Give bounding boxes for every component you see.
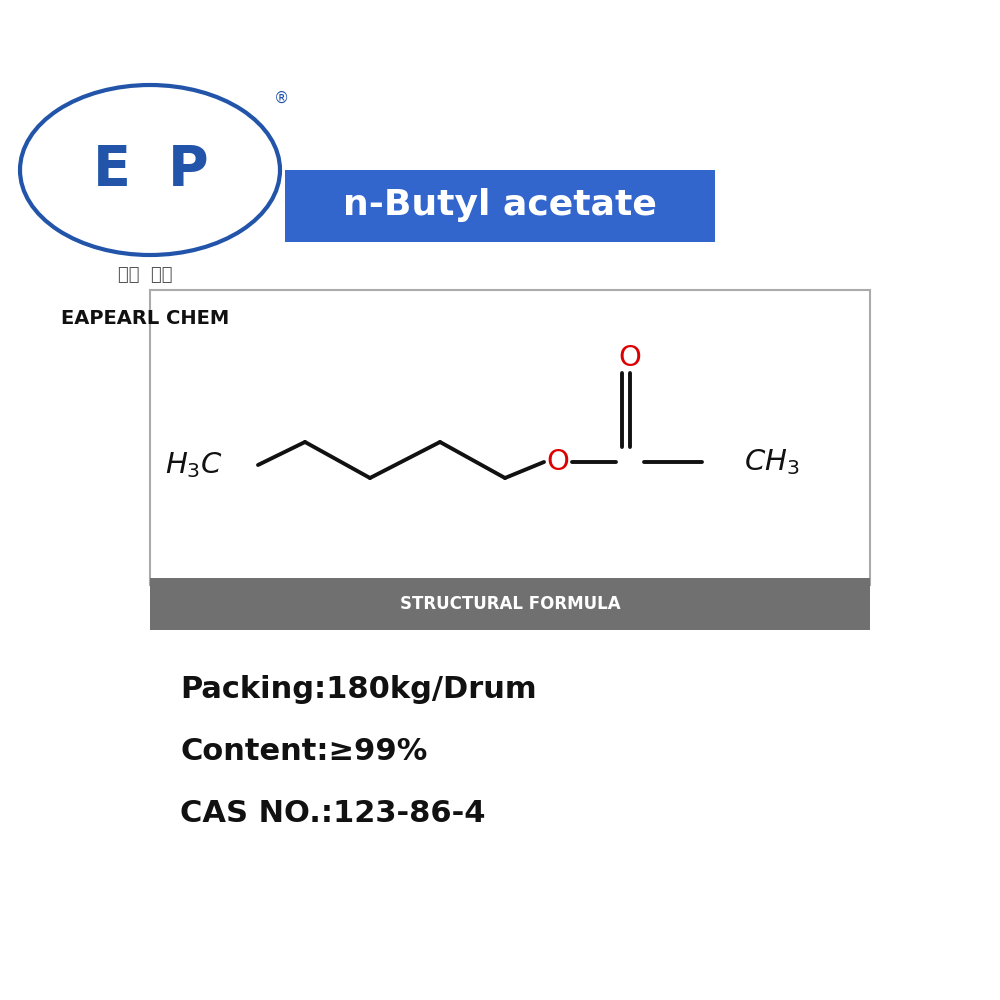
Text: P: P [168,143,208,197]
Text: Packing:180kg/Drum: Packing:180kg/Drum [180,676,537,704]
FancyBboxPatch shape [150,290,870,585]
Text: O: O [547,448,569,476]
Text: $H_3C$: $H_3C$ [165,450,223,480]
Text: EAPEARL CHEM: EAPEARL CHEM [61,308,229,328]
Text: STRUCTURAL FORMULA: STRUCTURAL FORMULA [400,595,620,613]
Text: ®: ® [274,90,290,105]
Text: CAS NO.:123-86-4: CAS NO.:123-86-4 [180,800,486,828]
Text: Content:≥99%: Content:≥99% [180,738,427,766]
Text: $CH_3$: $CH_3$ [744,447,800,477]
Text: E: E [93,143,131,197]
FancyBboxPatch shape [285,170,715,242]
Text: 易普  化工: 易普 化工 [118,266,172,284]
Text: n-Butyl acetate: n-Butyl acetate [343,188,657,223]
Ellipse shape [20,85,280,255]
FancyBboxPatch shape [150,578,870,630]
Text: O: O [619,344,641,372]
